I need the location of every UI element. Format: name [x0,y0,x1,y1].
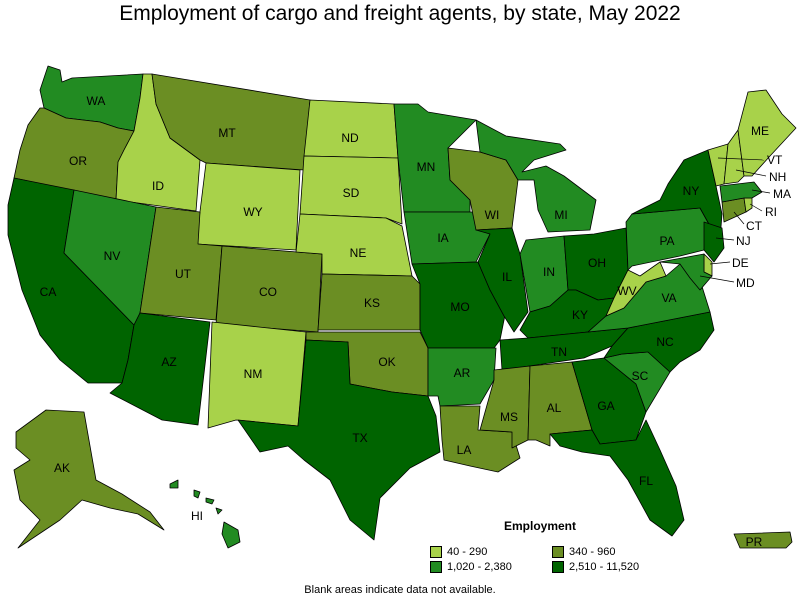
legend-item-4: 2,510 - 11,520 [552,561,639,573]
legend-label: 2,510 - 11,520 [569,561,640,573]
state-AZ[interactable] [109,312,211,426]
label-AR: AR [454,366,471,380]
legend-item-2: 340 - 960 [552,546,615,558]
label-SC: SC [632,369,649,383]
label-MN: MN [417,160,436,174]
label-OH: OH [588,256,606,270]
footnote: Blank areas indicate data not available. [304,584,496,596]
label-WY: WY [243,205,262,219]
state-ME[interactable] [737,89,797,177]
label-WI: WI [485,208,500,222]
label-NE: NE [350,246,367,260]
label-MI: MI [554,208,567,222]
label-VT: VT [767,153,783,167]
label-MO: MO [450,300,469,314]
label-OK: OK [378,355,395,369]
state-IA[interactable] [403,211,491,265]
label-KY: KY [572,308,588,322]
label-IA: IA [437,231,448,245]
label-TX: TX [352,431,367,445]
label-WA: WA [87,94,106,108]
label-AZ: AZ [161,355,176,369]
leader-MD [699,275,735,283]
label-DE: DE [732,256,749,270]
state-WV[interactable] [605,261,667,317]
state-NJ[interactable] [703,221,725,263]
legend-label: 340 - 960 [569,546,616,558]
leader-NH [735,169,767,177]
label-MS: MS [500,410,518,424]
label-NJ: NJ [736,234,751,248]
legend-swatch [430,561,442,573]
label-LA: LA [457,443,472,457]
label-MA: MA [773,187,791,201]
label-HI: HI [191,509,203,523]
legend-item-3: 1,020 - 2,380 [430,561,512,573]
label-OR: OR [69,154,87,168]
label-NM: NM [244,367,263,381]
leader-DE [709,261,731,265]
label-CT: CT [746,219,763,233]
legend-item-1: 40 - 290 [430,546,487,558]
label-IL: IL [502,270,512,284]
leader-VT [717,157,765,161]
label-KS: KS [364,296,380,310]
state-PR[interactable] [733,531,793,549]
legend-label: 1,020 - 2,380 [447,561,512,573]
label-MD: MD [736,276,755,290]
label-NY: NY [683,184,700,198]
state-IL[interactable] [475,227,529,333]
state-HI[interactable] [169,479,241,549]
map-title: Employment of cargo and freight agents, … [119,2,681,25]
state-AR[interactable] [427,347,497,407]
state-FL[interactable] [549,419,685,537]
label-ND: ND [341,131,359,145]
label-ID: ID [152,179,164,193]
state-LA[interactable] [439,405,521,473]
state-labels: WA OR CA ID NV MT WY UT AZ CO NM ND SD N… [40,94,791,549]
state-ND[interactable] [303,99,399,159]
label-ME: ME [751,124,769,138]
state-AK[interactable] [13,409,165,549]
label-CO: CO [259,285,277,299]
legend-title: Employment [504,519,577,533]
label-RI: RI [765,205,777,219]
label-MT: MT [218,126,236,140]
label-PA: PA [659,234,674,248]
leader-MA [751,189,771,194]
label-AK: AK [54,461,70,475]
state-TX[interactable] [237,339,441,541]
leader-CT [733,211,745,225]
leader-RI [749,203,763,212]
label-AL: AL [547,401,562,415]
leader-NJ [715,237,735,241]
state-SD[interactable] [299,155,403,225]
label-NV: NV [104,249,121,263]
legend-swatch [430,546,442,558]
label-IN: IN [543,265,555,279]
label-FL: FL [639,474,653,488]
legend-swatch [552,546,564,558]
legend-label: 40 - 290 [447,546,488,558]
state-NC[interactable] [603,311,715,373]
label-NC: NC [656,335,674,349]
label-GA: GA [597,399,614,413]
label-NH: NH [769,170,786,184]
state-MA[interactable] [719,181,763,203]
label-UT: UT [175,267,192,281]
label-PR: PR [746,535,763,549]
label-CA: CA [40,285,57,299]
label-VA: VA [661,291,676,305]
label-SD: SD [343,186,360,200]
legend-swatch [552,561,564,573]
label-WV: WV [617,284,636,298]
state-MI[interactable] [475,119,597,233]
label-TN: TN [551,345,567,359]
state-MD[interactable] [659,253,713,291]
